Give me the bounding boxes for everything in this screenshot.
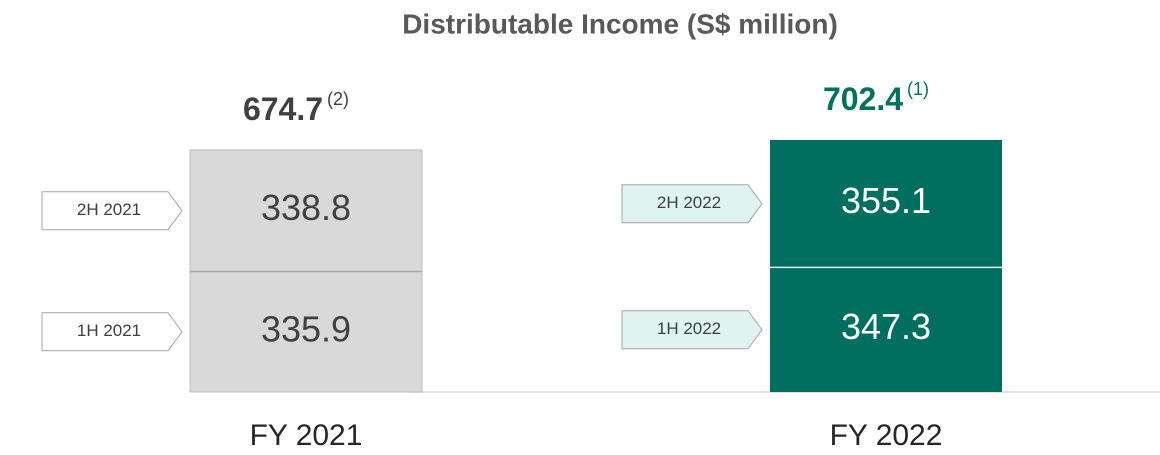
segment-value: 338.8 [261,187,351,228]
bar-segment [189,270,423,393]
x-tick-label: FY 2022 [830,419,943,452]
segment-tag [621,184,763,224]
chart-title: Distributable Income (S$ million) [402,8,838,39]
segment-value: 347.3 [841,306,931,347]
segment-value: 335.9 [261,308,351,349]
total-label: 674.7 (2) [243,89,349,128]
total-value: 702.4 [823,81,903,117]
total-note: (1) [907,79,929,99]
segment-tag [621,310,763,350]
segment-tag [41,312,183,352]
segment-tag-label: 1H 2021 [77,321,141,340]
x-tick-label: FY 2021 [250,419,363,452]
segment-tag-label: 2H 2022 [657,193,721,212]
bar-segment [770,140,1002,268]
segment-tag-label: 2H 2021 [77,200,141,219]
total-label: 702.4 (1) [823,79,929,118]
segment-value: 355.1 [841,180,931,221]
total-value: 674.7 [243,91,323,127]
segment-tag [41,191,183,231]
total-note: (2) [327,89,349,109]
bar-segment [189,149,423,272]
segment-tag-label: 1H 2022 [657,319,721,338]
bar-segment [770,267,1002,392]
